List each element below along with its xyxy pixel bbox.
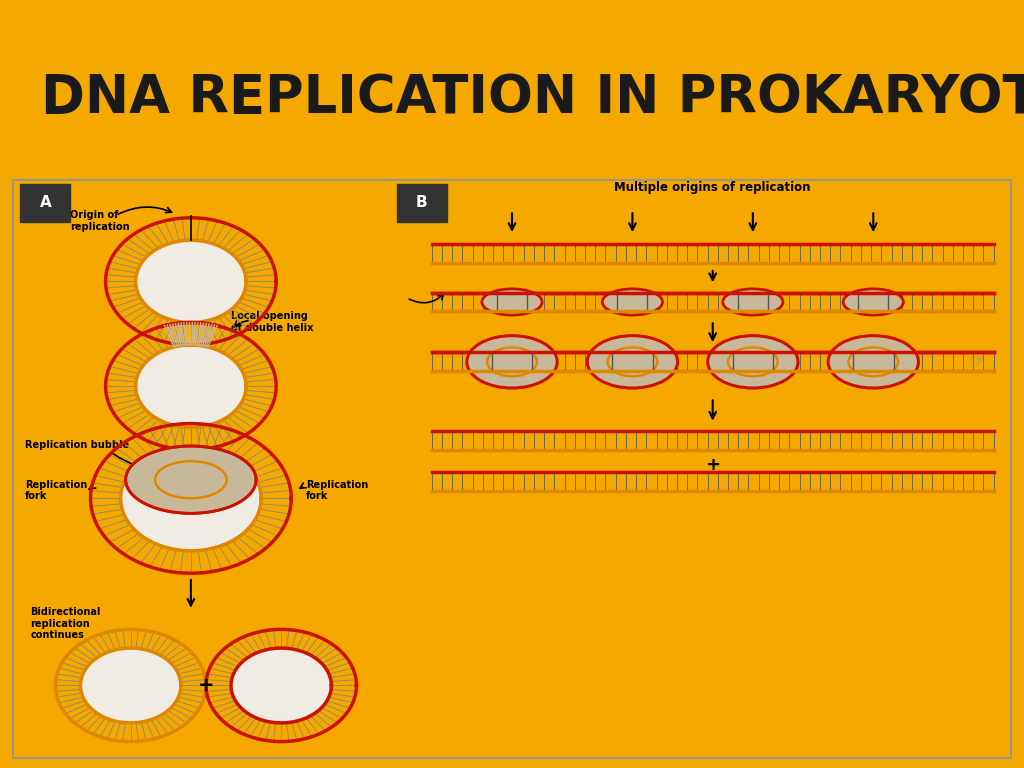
Text: Replication bubble: Replication bubble — [26, 440, 129, 450]
Ellipse shape — [843, 289, 903, 315]
Polygon shape — [136, 345, 246, 427]
Text: Local opening
of double helix: Local opening of double helix — [231, 311, 313, 333]
Ellipse shape — [723, 289, 783, 315]
Text: DNA REPLICATION IN PROKARYOTES: DNA REPLICATION IN PROKARYOTES — [41, 72, 1024, 124]
Text: Multiple origins of replication: Multiple origins of replication — [614, 181, 811, 194]
Bar — [20, 184, 71, 221]
Text: A: A — [40, 195, 51, 210]
Ellipse shape — [467, 336, 557, 388]
Text: Replication
fork: Replication fork — [306, 480, 369, 502]
Text: Bidirectional
replication
continues: Bidirectional replication continues — [31, 607, 100, 640]
Text: Origin of
replication: Origin of replication — [71, 210, 130, 232]
Ellipse shape — [588, 336, 678, 388]
Polygon shape — [126, 446, 256, 513]
Ellipse shape — [708, 336, 798, 388]
Text: Replication
fork: Replication fork — [26, 480, 87, 502]
Text: +: + — [706, 455, 720, 474]
Text: +: + — [198, 676, 214, 695]
Polygon shape — [231, 648, 332, 723]
Polygon shape — [121, 446, 261, 551]
Text: ☞: ☞ — [969, 353, 986, 372]
Ellipse shape — [828, 336, 919, 388]
Text: B: B — [416, 195, 427, 210]
Ellipse shape — [482, 289, 542, 315]
Polygon shape — [136, 240, 246, 323]
Bar — [396, 184, 446, 221]
Polygon shape — [81, 648, 181, 723]
Ellipse shape — [602, 289, 663, 315]
